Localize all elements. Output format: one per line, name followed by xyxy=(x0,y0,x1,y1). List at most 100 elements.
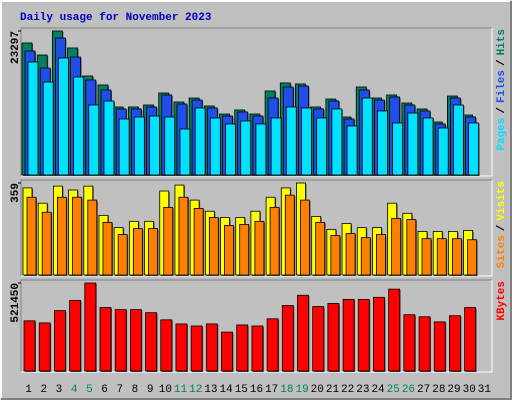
bar xyxy=(208,217,219,276)
bar xyxy=(436,238,447,276)
legend-entry: Visits xyxy=(496,181,508,221)
bar xyxy=(315,221,326,276)
bar xyxy=(346,125,358,176)
x-tick-label: 30 xyxy=(463,384,476,396)
bar xyxy=(453,104,464,176)
bar xyxy=(345,233,356,276)
bar xyxy=(194,107,206,176)
x-tick-label: 7 xyxy=(116,384,123,396)
x-tick-label: 1 xyxy=(25,384,32,396)
x-tick-label: 21 xyxy=(326,384,340,396)
bar xyxy=(452,238,462,276)
bar xyxy=(133,116,145,176)
panel-edge-dark xyxy=(20,179,492,276)
bar xyxy=(312,306,325,372)
bar xyxy=(301,107,312,176)
x-tick-label: 14 xyxy=(220,384,234,396)
x-tick-label: 15 xyxy=(235,384,248,396)
bar xyxy=(254,220,265,276)
legend-separator: / xyxy=(496,59,508,66)
bar xyxy=(72,196,82,276)
bar xyxy=(38,322,51,372)
legend-separator: / xyxy=(496,107,508,114)
bar xyxy=(114,309,127,372)
bar xyxy=(149,115,160,176)
bar xyxy=(376,234,386,276)
bar xyxy=(251,325,264,372)
bar xyxy=(145,312,157,372)
bar xyxy=(300,199,310,276)
panel-edge-dark xyxy=(20,279,492,372)
x-tick-label: 16 xyxy=(250,384,263,396)
bar xyxy=(53,310,66,372)
bar xyxy=(421,238,432,276)
x-tick-label: 20 xyxy=(311,384,324,396)
bar xyxy=(373,296,385,372)
bar xyxy=(41,211,52,276)
bar xyxy=(99,307,112,372)
bar xyxy=(23,320,36,372)
x-tick-label: 11 xyxy=(174,384,188,396)
x-tick-label: 9 xyxy=(147,384,154,396)
chart-title: Daily usage for November 2023 xyxy=(20,12,212,24)
legend: Pages / Files / Hits xyxy=(496,29,508,151)
bar xyxy=(467,239,478,276)
bar xyxy=(464,307,477,372)
x-tick-label: 31 xyxy=(478,384,492,396)
bar xyxy=(407,112,419,176)
x-tick-label: 18 xyxy=(280,384,293,396)
bar xyxy=(209,117,221,176)
bar xyxy=(84,282,97,372)
legend: KBytes xyxy=(496,281,508,321)
bar xyxy=(224,225,234,276)
x-tick-label: 25 xyxy=(387,384,400,396)
bar xyxy=(418,316,431,372)
bar xyxy=(406,219,417,276)
bar xyxy=(26,196,37,276)
y-tick-label: 521450 xyxy=(10,283,22,323)
bar xyxy=(240,120,252,176)
bar xyxy=(73,76,84,176)
x-tick-label: 28 xyxy=(432,384,445,396)
bar xyxy=(327,303,340,372)
legend-entry: Sites xyxy=(496,235,508,268)
panel-edge-dark xyxy=(20,27,492,176)
bar xyxy=(342,298,355,372)
bar xyxy=(56,196,67,276)
bar xyxy=(163,206,174,276)
bar xyxy=(468,122,480,176)
bar xyxy=(357,298,370,372)
bar xyxy=(190,325,203,372)
bar xyxy=(27,61,39,176)
bar xyxy=(225,123,236,176)
bar xyxy=(87,199,98,276)
x-tick-label: 24 xyxy=(371,384,385,396)
bar xyxy=(269,206,280,276)
x-tick-label: 22 xyxy=(341,384,354,396)
x-tick-label: 19 xyxy=(295,384,308,396)
x-tick-label: 26 xyxy=(402,384,415,396)
bar xyxy=(57,57,69,176)
bar xyxy=(433,321,446,372)
x-tick-label: 12 xyxy=(189,384,202,396)
bar xyxy=(316,117,328,176)
legend-entry: Files xyxy=(496,70,508,103)
bar xyxy=(403,314,416,372)
bar xyxy=(285,106,297,176)
x-tick-label: 10 xyxy=(159,384,172,396)
legend-entry: KBytes xyxy=(496,281,508,321)
x-tick-label: 3 xyxy=(56,384,63,396)
bar xyxy=(129,309,142,372)
bar xyxy=(179,128,191,176)
bar xyxy=(164,116,176,176)
bar xyxy=(297,294,309,372)
bar xyxy=(205,323,218,372)
bar xyxy=(160,319,173,372)
bar xyxy=(449,315,461,372)
bar xyxy=(178,196,189,276)
y-tick-label: 359 xyxy=(10,183,22,203)
legend-entry: Pages xyxy=(496,118,508,151)
